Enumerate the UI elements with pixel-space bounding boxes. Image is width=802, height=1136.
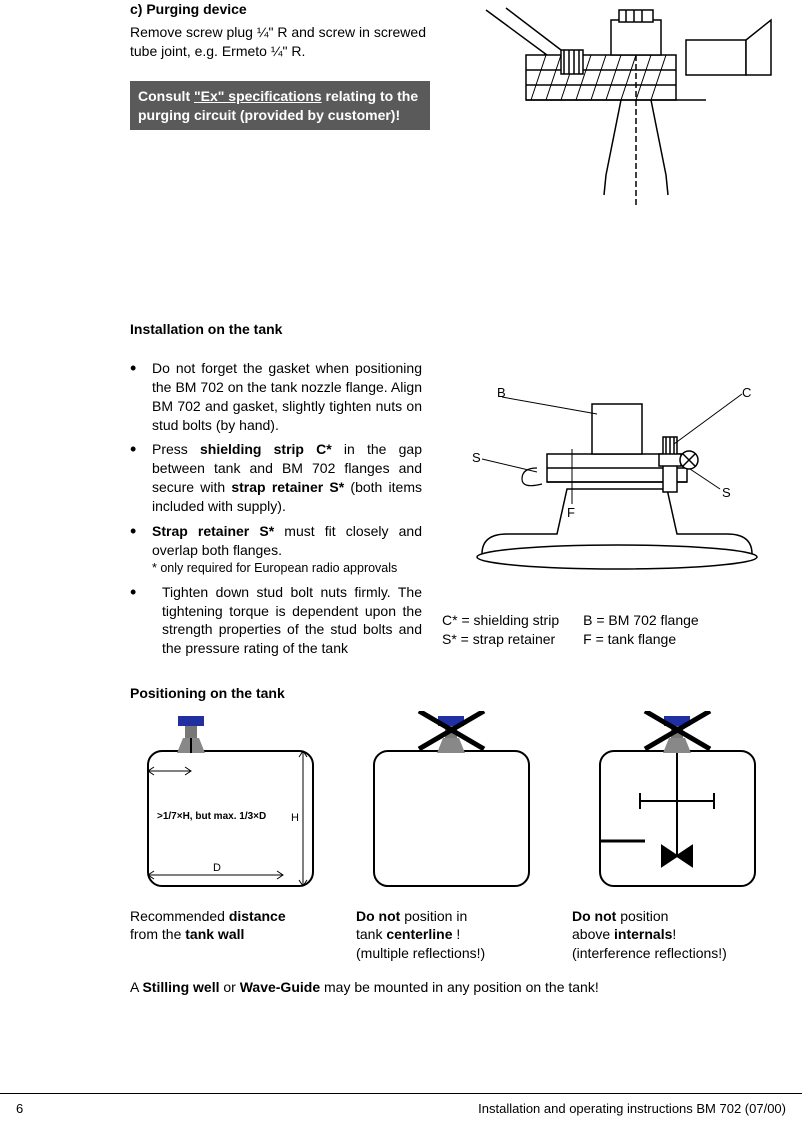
purging-device-diagram bbox=[450, 0, 782, 210]
svg-text:H: H bbox=[291, 812, 299, 824]
svg-text:B: B bbox=[497, 385, 506, 400]
bullet-2: Press shielding strip C* in the gap betw… bbox=[152, 440, 422, 516]
section-c-body: Remove screw plug ¼" R and screw in scre… bbox=[130, 23, 430, 61]
svg-text:>1/7×H, but max. 1/3×D: >1/7×H, but max. 1/3×D bbox=[157, 811, 266, 822]
svg-text:S: S bbox=[472, 450, 481, 465]
tank1-label: Recommended distance from the tank wall bbox=[130, 907, 330, 943]
tank-recommended-icon: >1/7×H, but max. 1/3×D H D bbox=[133, 711, 328, 901]
bullet-1: Do not forget the gasket when positionin… bbox=[152, 359, 422, 435]
install-bullet-list: •Do not forget the gasket when positioni… bbox=[130, 359, 422, 658]
diagram-legend: C* = shielding strip S* = strap retainer… bbox=[442, 611, 782, 649]
svg-text:D: D bbox=[213, 862, 221, 874]
page-footer: 6 Installation and operating instruction… bbox=[0, 1093, 802, 1118]
bullet-3-note: * only required for European radio appro… bbox=[152, 560, 397, 577]
svg-text:F: F bbox=[567, 505, 575, 520]
tank3-label: Do not positionabove internals!(interfer… bbox=[572, 907, 782, 962]
ex-warning-box: Consult "Ex" specifications relating to … bbox=[130, 81, 430, 131]
stilling-well-note: A Stilling well or Wave-Guide may be mou… bbox=[130, 978, 782, 997]
install-heading: Installation on the tank bbox=[130, 320, 782, 339]
tank2-label: Do not position intank centerline !(mult… bbox=[356, 907, 546, 962]
section-c-heading: c) Purging device bbox=[130, 0, 430, 19]
flange-diagram: B C S S F bbox=[442, 359, 782, 594]
page-number: 6 bbox=[16, 1100, 23, 1118]
tank-centerline-icon bbox=[364, 711, 539, 901]
bullet-4: Tighten down stud bolt nuts firmly. The … bbox=[162, 583, 422, 659]
bullet-3: Strap retainer S* must fit closely and o… bbox=[152, 522, 422, 560]
svg-text:S: S bbox=[722, 485, 731, 500]
svg-text:C: C bbox=[742, 385, 751, 400]
positioning-heading: Positioning on the tank bbox=[130, 684, 782, 703]
tank-internals-icon bbox=[590, 711, 765, 901]
footer-title: Installation and operating instructions … bbox=[478, 1100, 786, 1118]
